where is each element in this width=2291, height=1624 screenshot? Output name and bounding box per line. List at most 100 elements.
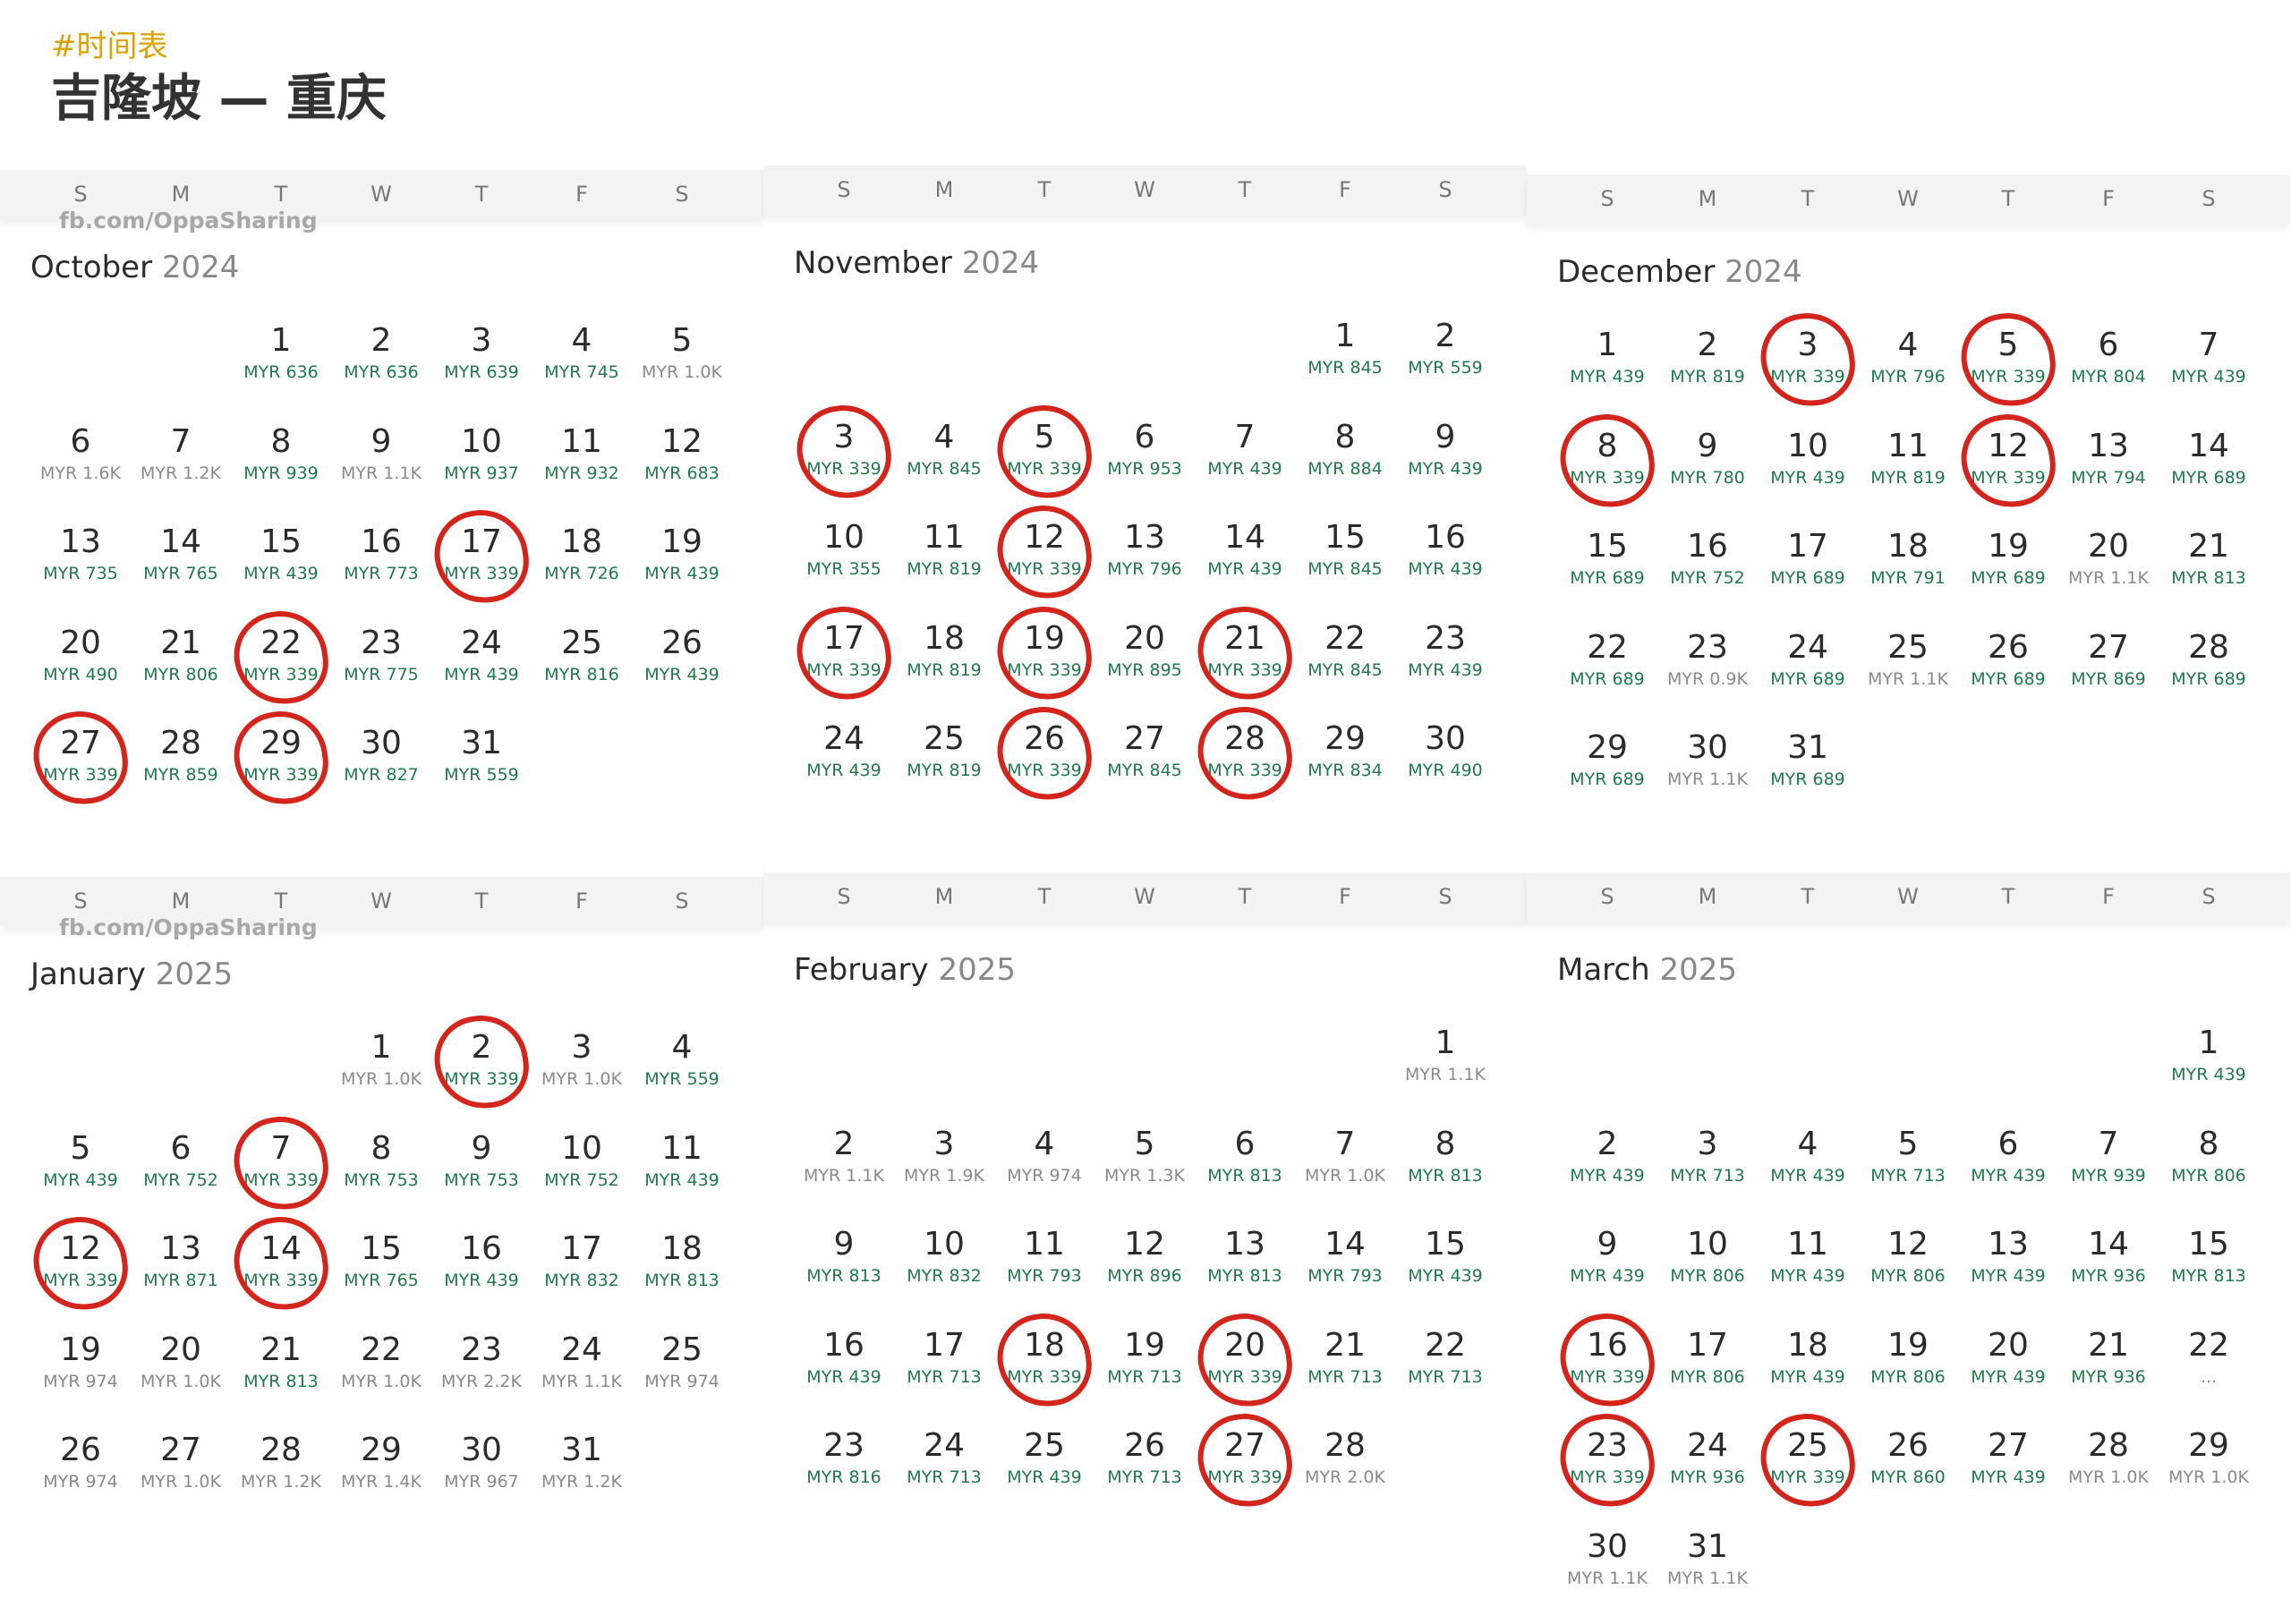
day-cell[interactable]: 22...	[2159, 1322, 2259, 1424]
